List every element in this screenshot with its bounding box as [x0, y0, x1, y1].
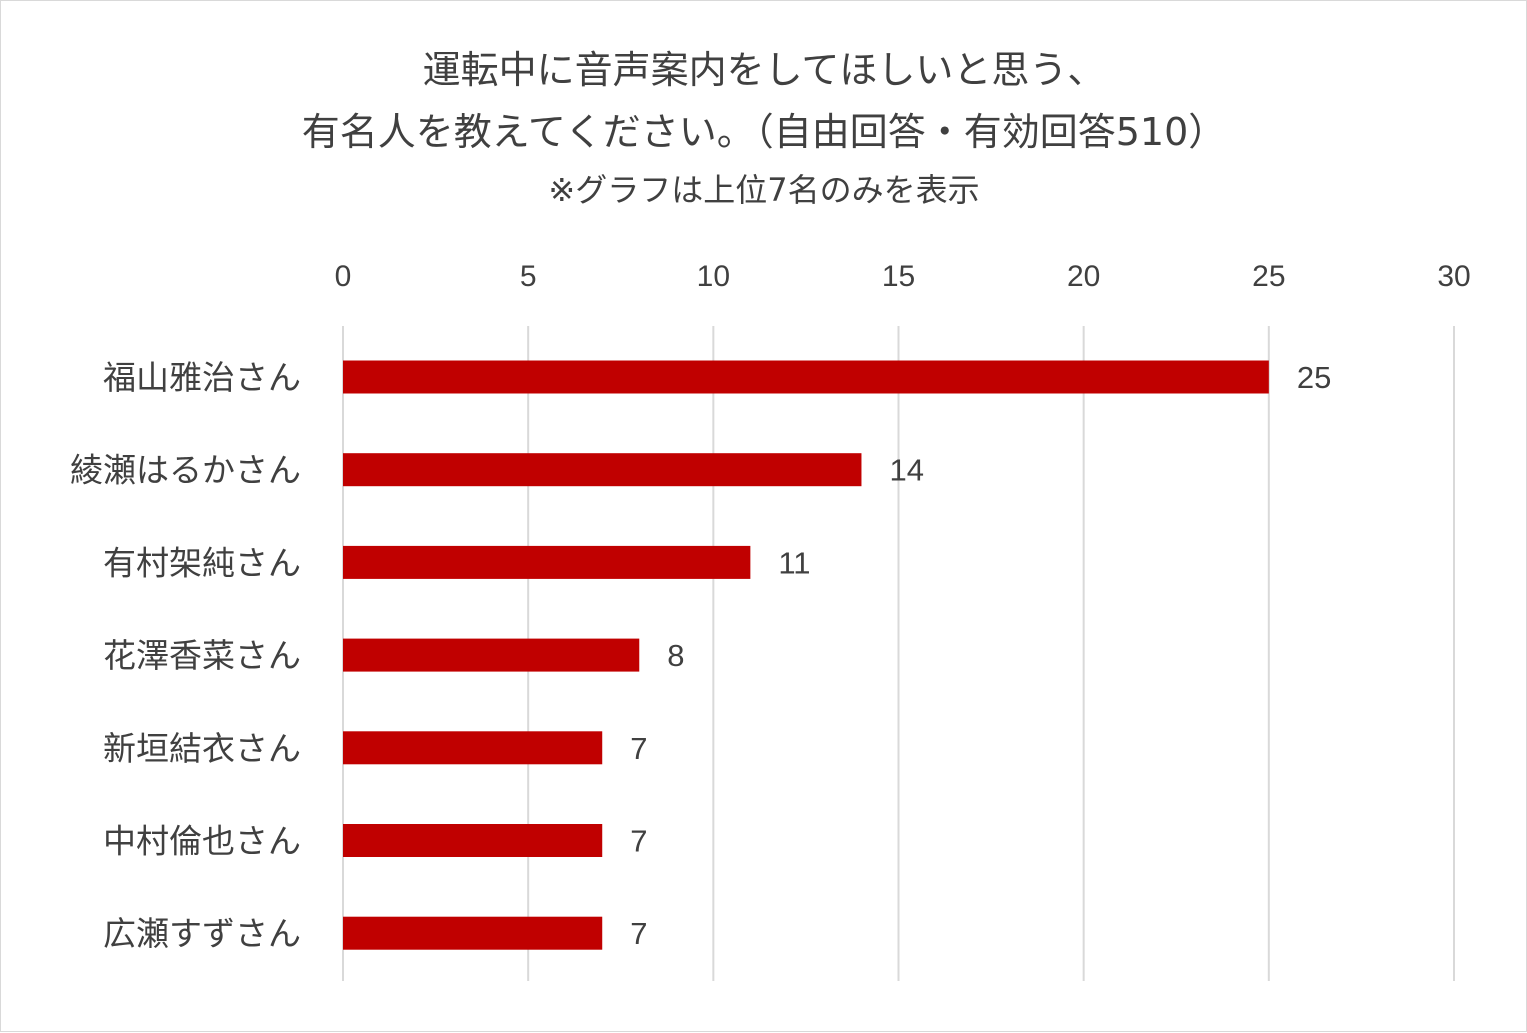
bar-3	[343, 545, 751, 579]
x-tick-label-20: 20	[1067, 260, 1100, 293]
data-label-2: 14	[889, 453, 923, 488]
chart-title: 運転中に音声案内をしてほしいと思う、 有名人を教えてください。（自由回答・有効回…	[302, 48, 1227, 209]
bar-2	[343, 453, 862, 487]
chart-title-line-1: 運転中に音声案内をしてほしいと思う、	[423, 48, 1106, 92]
x-tick-label-25: 25	[1252, 260, 1285, 293]
bar-1	[343, 360, 1269, 394]
x-tick-label-15: 15	[882, 260, 915, 293]
data-label-5: 7	[630, 731, 647, 766]
bars	[343, 360, 1269, 950]
bar-6	[343, 824, 603, 857]
category-label-5: 新垣結衣さん	[103, 729, 301, 768]
bar-7	[343, 916, 603, 950]
data-label-1: 25	[1297, 360, 1331, 395]
x-tick-label-30: 30	[1437, 260, 1470, 293]
category-label-6: 中村倫也さん	[103, 822, 301, 861]
category-label-3: 有村架純さん	[103, 543, 301, 582]
category-labels: 福山雅治さん綾瀬はるかさん有村架純さん花澤香菜さん新垣結衣さん中村倫也さん広瀬す…	[70, 358, 301, 953]
data-label-6: 7	[630, 824, 647, 859]
data-label-7: 7	[630, 916, 647, 951]
gridlines	[342, 326, 1455, 981]
data-label-3: 11	[778, 545, 810, 580]
category-label-7: 広瀬すずさん	[103, 914, 301, 953]
chart-title-line-3: ※グラフは上位7名のみを表示	[548, 171, 979, 209]
x-axis-tick-labels: 0 5 10 15 20 25 30	[335, 260, 1471, 293]
category-label-1: 福山雅治さん	[103, 358, 301, 397]
bar-5	[343, 731, 603, 765]
data-label-4: 8	[667, 638, 684, 673]
category-label-4: 花澤香菜さん	[103, 636, 301, 675]
chart-title-line-2: 有名人を教えてください。（自由回答・有効回答510）	[302, 110, 1227, 154]
x-tick-label-10: 10	[697, 260, 730, 293]
data-labels: 25 14 11 8 7 7 7	[630, 360, 1331, 951]
bar-4	[343, 638, 640, 672]
x-tick-label-0: 0	[335, 260, 352, 293]
x-tick-label-5: 5	[520, 260, 537, 293]
category-label-2: 綾瀬はるかさん	[70, 451, 301, 490]
